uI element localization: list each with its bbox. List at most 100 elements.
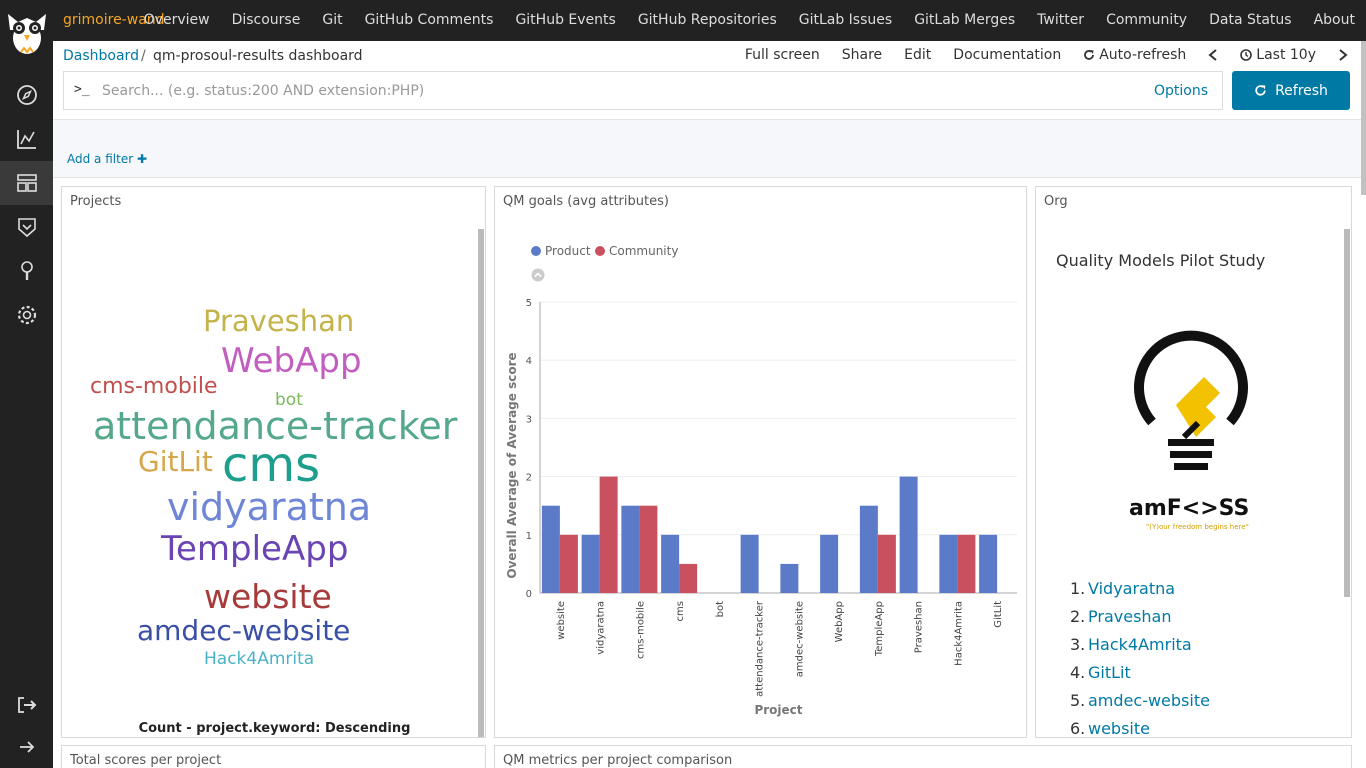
- bar-product: [541, 505, 560, 593]
- refresh-button[interactable]: Refresh: [1232, 71, 1350, 110]
- query-bar: >_ Options Refresh: [53, 71, 1366, 119]
- refresh-label: Refresh: [1275, 82, 1328, 99]
- expand-arrow-icon[interactable]: [0, 725, 53, 768]
- nav-item-gitlab-merges[interactable]: GitLab Merges: [914, 12, 1016, 28]
- page-scrollbar[interactable]: [1361, 41, 1366, 195]
- cloud-word[interactable]: attendance-tracker: [93, 404, 458, 448]
- gear-icon[interactable]: [0, 293, 53, 337]
- cloud-word[interactable]: Hack4Amrita: [204, 649, 315, 669]
- edit-button[interactable]: Edit: [904, 47, 932, 63]
- panel-title: Total scores per project: [70, 753, 222, 768]
- documentation-button[interactable]: Documentation: [953, 47, 1062, 63]
- bar-product: [621, 505, 640, 593]
- cloud-word[interactable]: Praveshan: [203, 304, 355, 338]
- project-link[interactable]: Praveshan: [1088, 607, 1172, 626]
- y-tick-label: 2: [526, 473, 532, 484]
- nav-item-twitter[interactable]: Twitter: [1037, 12, 1085, 28]
- breadcrumb: Dashboard / qm-prosoul-results dashboard…: [53, 41, 1366, 71]
- left-sidebar: [0, 0, 53, 768]
- x-tick-label: bot: [715, 601, 726, 617]
- panel-scrollbar[interactable]: [1344, 229, 1350, 597]
- bar-product: [661, 534, 680, 593]
- legend-swatch: [595, 246, 605, 256]
- wrench-icon[interactable]: [0, 249, 53, 293]
- nav-item-github-events[interactable]: GitHub Events: [515, 12, 616, 28]
- x-tick-label: attendance-tracker: [755, 600, 766, 697]
- legend-item-product[interactable]: Product: [531, 244, 591, 258]
- time-back-button[interactable]: [1208, 49, 1218, 61]
- dashboard-icon[interactable]: [0, 161, 53, 205]
- cloud-word[interactable]: GitLit: [138, 445, 213, 478]
- bar-product: [979, 534, 998, 593]
- bar-product: [780, 563, 799, 593]
- projects-panel: Projects Praveshan WebApp cms-mobile bot…: [61, 186, 486, 738]
- cloud-word[interactable]: website: [204, 577, 332, 616]
- cloud-word[interactable]: cms: [222, 437, 321, 493]
- cloud-word[interactable]: amdec-website: [137, 614, 351, 647]
- nav-item-gitlab-issues[interactable]: GitLab Issues: [798, 12, 893, 28]
- amfoss-lightbulb-logo-icon: amF<>SS "(Y)our freedom begins here": [1129, 330, 1249, 531]
- project-list: 1. Vidyaratna 2. Praveshan 3. Hack4Amrita 4…: [1070, 579, 1210, 747]
- list-item: 4. GitLit: [1070, 663, 1131, 682]
- org-panel: Org Quality Models Pilot Study amF<>SS "…: [1035, 186, 1352, 738]
- nav-item-git[interactable]: Git: [322, 12, 343, 28]
- panel-scrollbar[interactable]: [478, 229, 484, 737]
- compass-icon[interactable]: [0, 73, 53, 117]
- logo-tagline: "(Y)our freedom begins here": [1146, 523, 1249, 531]
- cloud-word[interactable]: TempleApp: [161, 529, 349, 569]
- list-item: 1. Vidyaratna: [1070, 579, 1176, 598]
- project-link[interactable]: GitLit: [1088, 663, 1131, 682]
- cloud-word[interactable]: WebApp: [221, 341, 362, 381]
- legend-collapse-icon[interactable]: [531, 268, 545, 282]
- y-tick-label: 5: [526, 298, 532, 309]
- project-link[interactable]: Hack4Amrita: [1088, 635, 1192, 654]
- project-link[interactable]: amdec-website: [1088, 691, 1210, 710]
- bar-community: [957, 534, 976, 593]
- add-filter-button[interactable]: Add a filter ✚: [67, 152, 147, 166]
- nav-item-community[interactable]: Community: [1106, 12, 1188, 28]
- y-tick-label: 4: [526, 356, 532, 367]
- qm-metrics-panel: QM metrics per project comparison: [494, 745, 1352, 768]
- panel-title: QM goals (avg attributes): [503, 194, 669, 209]
- x-axis-title: Project: [754, 703, 802, 717]
- project-link[interactable]: website: [1088, 719, 1150, 738]
- nav-item-github-repositories[interactable]: GitHub Repositories: [637, 12, 777, 28]
- breadcrumb-dashboard-link[interactable]: Dashboard: [63, 48, 139, 64]
- chart-icon[interactable]: [0, 117, 53, 161]
- cloud-word[interactable]: bot: [275, 390, 303, 410]
- legend-item-community[interactable]: Community: [595, 244, 678, 258]
- refresh-icon: [1255, 85, 1266, 96]
- y-axis-title: Overall Average of Average score: [505, 352, 519, 578]
- time-forward-button[interactable]: [1338, 49, 1348, 61]
- logout-icon[interactable]: [0, 683, 53, 727]
- time-range-picker[interactable]: Last 10y: [1240, 47, 1316, 63]
- terminal-prompt-icon: >_: [74, 82, 90, 97]
- legend-swatch: [531, 246, 541, 256]
- cloud-caption: Count - project.keyword: Descending: [138, 721, 411, 736]
- list-item: 3. Hack4Amrita: [1070, 635, 1192, 654]
- search-input[interactable]: [102, 78, 1122, 104]
- list-item: 2. Praveshan: [1070, 607, 1172, 626]
- qm-goals-panel: QM goals (avg attributes) Product Commun…: [494, 186, 1027, 738]
- auto-refresh-button[interactable]: Auto-refresh: [1083, 47, 1186, 63]
- cloud-word[interactable]: vidyaratna: [167, 485, 372, 529]
- cloud-word[interactable]: cms-mobile: [90, 374, 218, 399]
- project-link[interactable]: Vidyaratna: [1088, 579, 1176, 598]
- top-navbar: grimoire-wand Overview Discourse Git Git…: [53, 0, 1366, 41]
- options-link[interactable]: Options: [1153, 83, 1208, 99]
- full-screen-button[interactable]: Full screen: [744, 47, 820, 63]
- y-tick-label: 1: [526, 531, 532, 542]
- owl-logo-icon[interactable]: [4, 8, 50, 56]
- panel-title: Projects: [70, 194, 122, 209]
- shield-icon[interactable]: [0, 205, 53, 249]
- bar-product: [820, 534, 839, 593]
- x-tick-label: amdec-website: [794, 601, 805, 677]
- nav-item-overview[interactable]: Overview: [143, 12, 210, 28]
- nav-item-discourse[interactable]: Discourse: [231, 12, 301, 28]
- bar-product: [899, 476, 918, 593]
- brand-name[interactable]: grimoire-wand: [63, 12, 165, 28]
- nav-item-data-status[interactable]: Data Status: [1209, 12, 1292, 28]
- nav-item-about[interactable]: About: [1313, 12, 1355, 28]
- share-button[interactable]: Share: [841, 47, 883, 63]
- nav-item-github-comments[interactable]: GitHub Comments: [364, 12, 494, 28]
